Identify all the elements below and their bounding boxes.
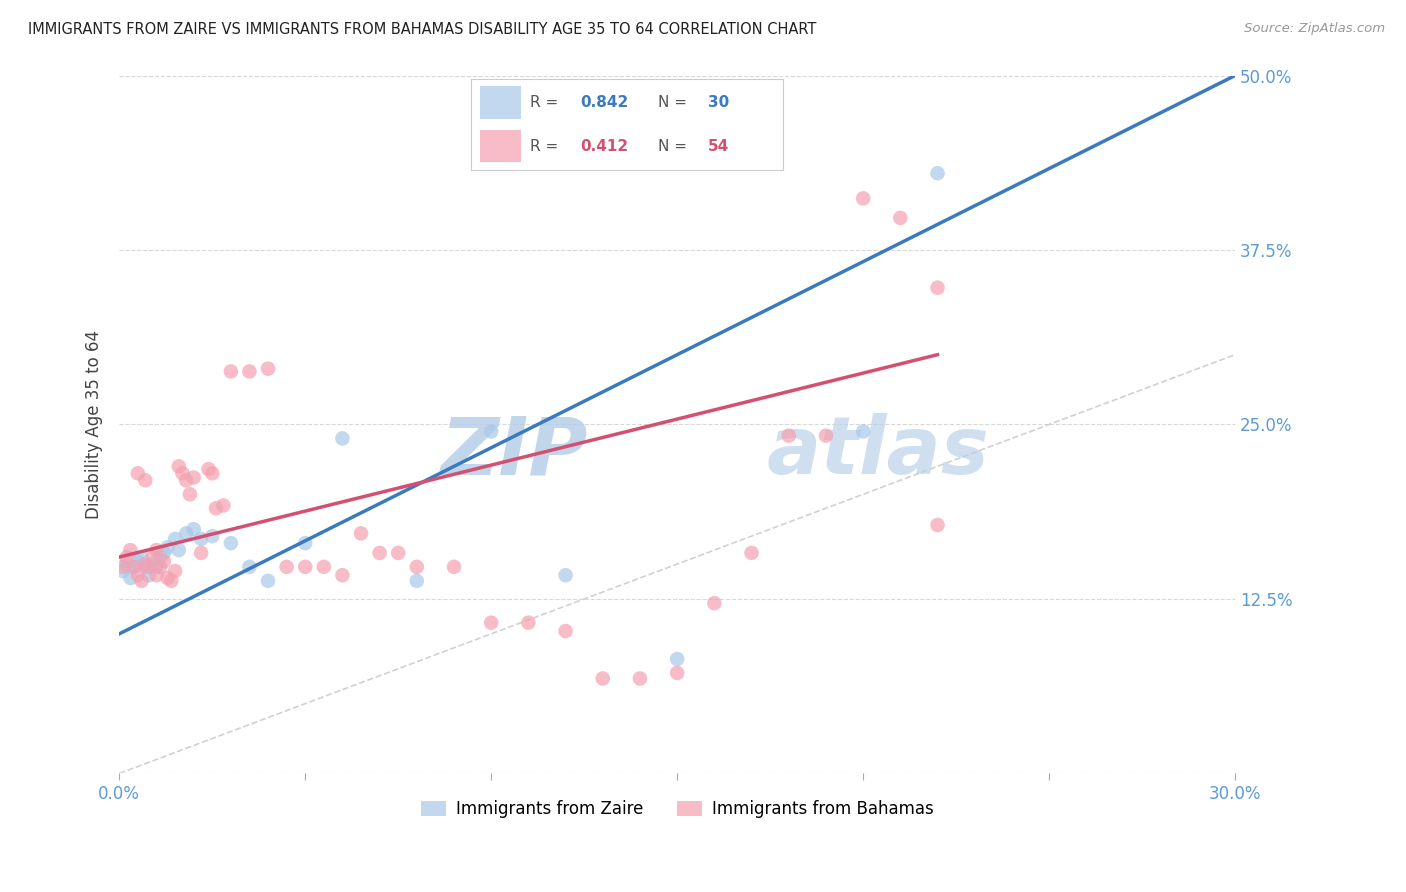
Point xyxy=(120,543,142,558)
Point xyxy=(666,665,689,680)
Point xyxy=(127,568,149,582)
Point xyxy=(179,487,201,501)
Point xyxy=(122,559,145,574)
Point xyxy=(814,428,837,442)
Point xyxy=(927,518,949,533)
Point xyxy=(174,473,197,487)
Point xyxy=(142,550,165,565)
Point xyxy=(156,541,179,555)
Point xyxy=(405,574,427,588)
Point xyxy=(368,546,391,560)
Point xyxy=(138,568,160,582)
Point xyxy=(145,568,167,582)
Point xyxy=(131,574,153,588)
Point xyxy=(294,559,316,574)
Point xyxy=(120,571,142,585)
Text: IMMIGRANTS FROM ZAIRE VS IMMIGRANTS FROM BAHAMAS DISABILITY AGE 35 TO 64 CORRELA: IMMIGRANTS FROM ZAIRE VS IMMIGRANTS FROM… xyxy=(28,22,817,37)
Point xyxy=(153,546,176,560)
Point xyxy=(134,557,156,571)
Point xyxy=(479,615,502,630)
Point xyxy=(167,543,190,558)
Point xyxy=(294,536,316,550)
Point xyxy=(197,462,219,476)
Point xyxy=(122,559,145,574)
Text: Source: ZipAtlas.com: Source: ZipAtlas.com xyxy=(1244,22,1385,36)
Point xyxy=(332,568,354,582)
Point xyxy=(142,557,165,571)
Point xyxy=(205,501,228,516)
Point xyxy=(889,211,911,225)
Point xyxy=(201,467,224,481)
Point xyxy=(190,546,212,560)
Point xyxy=(134,473,156,487)
Point xyxy=(156,571,179,585)
Point xyxy=(174,526,197,541)
Point xyxy=(554,624,576,638)
Point xyxy=(131,550,153,565)
Point xyxy=(332,432,354,446)
Point xyxy=(238,559,260,574)
Point xyxy=(852,191,875,205)
Point xyxy=(703,596,725,610)
Point xyxy=(111,559,134,574)
Point xyxy=(201,529,224,543)
Point xyxy=(778,428,800,442)
Point xyxy=(115,550,138,565)
Point xyxy=(219,536,242,550)
Point xyxy=(350,526,373,541)
Point xyxy=(257,574,280,588)
Point xyxy=(554,568,576,582)
Point xyxy=(172,467,194,481)
Point xyxy=(165,564,187,578)
Point xyxy=(145,543,167,558)
Point xyxy=(927,166,949,180)
Point xyxy=(212,499,235,513)
Point xyxy=(257,361,280,376)
Point xyxy=(167,459,190,474)
Point xyxy=(276,559,298,574)
Point xyxy=(115,557,138,571)
Point xyxy=(219,364,242,378)
Point xyxy=(160,574,183,588)
Point xyxy=(127,554,149,568)
Point xyxy=(666,652,689,666)
Point xyxy=(111,564,134,578)
Point xyxy=(127,467,149,481)
Point xyxy=(238,364,260,378)
Point xyxy=(628,672,651,686)
Point xyxy=(134,559,156,574)
Point xyxy=(387,546,409,560)
Text: ZIP: ZIP xyxy=(440,413,588,491)
Point xyxy=(479,425,502,439)
Point xyxy=(153,554,176,568)
Text: atlas: atlas xyxy=(766,413,990,491)
Point xyxy=(165,532,187,546)
Point xyxy=(149,550,172,565)
Point xyxy=(312,559,335,574)
Point xyxy=(145,559,167,574)
Point xyxy=(592,672,614,686)
Point xyxy=(405,559,427,574)
Y-axis label: Disability Age 35 to 64: Disability Age 35 to 64 xyxy=(86,330,103,519)
Point xyxy=(183,470,205,484)
Point xyxy=(741,546,763,560)
Point xyxy=(927,281,949,295)
Point xyxy=(852,425,875,439)
Point xyxy=(138,559,160,574)
Point xyxy=(443,559,465,574)
Legend: Immigrants from Zaire, Immigrants from Bahamas: Immigrants from Zaire, Immigrants from B… xyxy=(415,793,941,824)
Point xyxy=(183,522,205,536)
Point xyxy=(517,615,540,630)
Point xyxy=(190,532,212,546)
Point xyxy=(149,559,172,574)
